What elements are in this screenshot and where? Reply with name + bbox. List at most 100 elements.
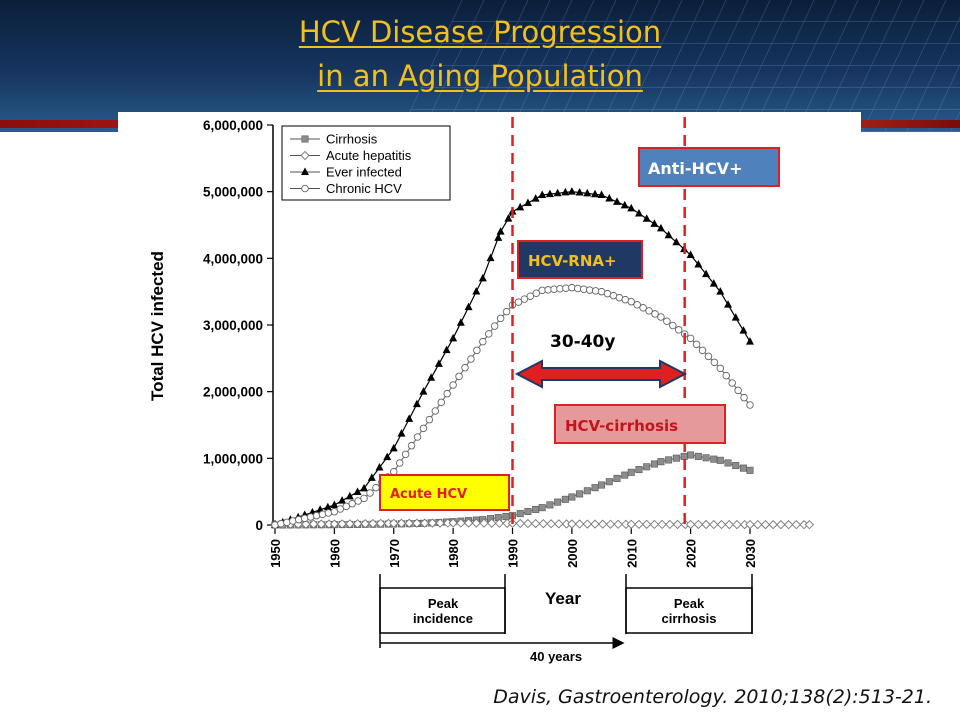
acute-hepatitis-point xyxy=(301,519,311,529)
acute-hepatitis-point xyxy=(448,518,458,528)
chronic-hcv-point xyxy=(633,300,641,309)
cirrhosis-point xyxy=(591,484,599,492)
ever-infected-point xyxy=(627,203,636,212)
legend-entry: Chronic HCV xyxy=(326,181,402,196)
x-tick-label: 2000 xyxy=(565,539,580,568)
ever-infected-point xyxy=(323,502,332,511)
acute-hepatitis-point xyxy=(760,519,771,530)
cirrhosis-point xyxy=(702,454,710,462)
ever-infected-point xyxy=(504,214,513,222)
chronic-hcv-point xyxy=(746,401,754,409)
chronic-hcv-point xyxy=(675,326,683,334)
cirrhosis-point xyxy=(716,456,724,464)
acute-hepatitis-point xyxy=(531,518,541,529)
acute-hepatitis-point xyxy=(396,518,407,528)
chronic-hcv-point xyxy=(425,415,434,424)
ever-infected-point xyxy=(353,487,362,495)
cirrhosis-point xyxy=(546,501,554,509)
y-tick-label: 2,000,000 xyxy=(203,385,263,400)
ever-infected-point xyxy=(613,197,621,205)
cirrhosis-point xyxy=(516,510,524,518)
acute-hepatitis-point xyxy=(590,519,600,529)
chronic-hcv-point xyxy=(372,483,380,492)
chronic-hcv-point xyxy=(360,494,368,503)
acute-hepatitis-point xyxy=(337,519,347,529)
ever-infected-point xyxy=(434,359,443,367)
acute-hepatitis-point xyxy=(649,519,660,530)
acute-hepatitis-point xyxy=(776,519,786,530)
ever-infected-point xyxy=(545,189,554,198)
acute-hepatitis-point xyxy=(376,518,386,529)
acute-hepatitis-point xyxy=(419,518,430,528)
ever-infected-point xyxy=(739,326,748,334)
x-tick-label: 2020 xyxy=(684,539,699,568)
chronic-hcv-point xyxy=(413,433,422,441)
chronic-hcv-point xyxy=(473,346,481,355)
ever-infected-point xyxy=(567,187,576,195)
chronic-hcv-point xyxy=(479,337,487,346)
chronic-hcv-point xyxy=(437,398,446,407)
chronic-hcv-point xyxy=(627,297,636,306)
ever-infected-point xyxy=(367,473,376,481)
acute-hepatitis-point xyxy=(642,519,652,530)
chart-axes: 0 1,000,000 2,000,000 3,000,000 4,000,000 5,0… xyxy=(203,118,758,568)
x-tick-label: 1950 xyxy=(268,539,283,568)
acute-hepatitis-point xyxy=(672,519,683,530)
acute-hepatitis-point xyxy=(456,518,466,528)
peak-incidence-box: Peak incidence xyxy=(379,574,506,634)
y-tick-label: 0 xyxy=(255,518,263,533)
cirrhosis-point xyxy=(657,458,665,466)
chart-panel: Total HCV infected Year 0 1,000,000 2,000,… xyxy=(118,112,861,672)
chronic-hcv-point xyxy=(467,355,475,363)
cirrhosis-point xyxy=(724,459,732,467)
peak-cirrhosis-box: Peak cirrhosis xyxy=(625,574,753,634)
acute-hcv-box: Acute HCV xyxy=(379,474,510,511)
hcv-progression-chart: Total HCV infected Year 0 1,000,000 2,000,… xyxy=(148,117,815,664)
chronic-hcv-point xyxy=(704,352,713,361)
chronic-hcv-point xyxy=(496,314,505,323)
ever-infected-point xyxy=(716,287,725,295)
ever-infected-point xyxy=(412,399,421,408)
slide-title-line-2: in an Aging Population xyxy=(317,59,643,93)
chronic-hcv-point xyxy=(651,310,659,318)
ever-infected-point xyxy=(583,188,592,197)
cirrhosis-point xyxy=(524,508,532,516)
acute-hepatitis-point xyxy=(693,519,703,530)
ever-infected-point xyxy=(538,190,547,198)
ever-infected-point xyxy=(397,429,406,437)
y-tick-label: 6,000,000 xyxy=(203,118,263,133)
chronic-hcv-point xyxy=(271,521,279,529)
acute-hepatitis-point xyxy=(605,519,616,529)
x-tick-label: 2010 xyxy=(624,539,639,568)
interval-double-arrow xyxy=(514,359,688,389)
cirrhosis-point xyxy=(538,504,546,512)
cirrhosis-point xyxy=(672,454,680,462)
legend-entry: Cirrhosis xyxy=(326,132,378,147)
chronic-hcv-point xyxy=(686,334,695,343)
chronic-hcv-point xyxy=(283,518,291,527)
acute-hepatitis-point xyxy=(515,518,525,529)
ever-infected-point xyxy=(496,227,505,235)
ever-infected-point xyxy=(553,188,562,197)
ever-infected-point xyxy=(338,496,347,504)
acute-hepatitis-point xyxy=(538,519,549,529)
ever-infected-point xyxy=(746,337,754,345)
chronic-hcv-point xyxy=(461,363,469,372)
ever-infected-point xyxy=(478,273,487,282)
hcv-rna-box: HCV-RNA+ xyxy=(517,240,643,279)
acute-hepatitis-point xyxy=(427,518,437,528)
x-tick-label: 2030 xyxy=(743,539,758,568)
acute-hepatitis-point xyxy=(329,519,340,529)
chronic-hcv-point xyxy=(449,381,457,389)
hcv-rna-label: HCV-RNA+ xyxy=(528,252,617,270)
ever-infected-point xyxy=(620,200,629,209)
ever-infected-point xyxy=(375,463,384,471)
series-1 xyxy=(270,518,815,530)
chronic-hcv-point xyxy=(336,505,345,513)
chronic-hcv-point xyxy=(289,517,297,525)
chronic-hcv-point xyxy=(277,519,285,528)
x-axis-label: Year xyxy=(545,589,581,608)
chronic-hcv-point xyxy=(722,371,731,380)
x-tick-label: 1980 xyxy=(446,539,461,568)
ever-infected-point xyxy=(531,194,540,202)
